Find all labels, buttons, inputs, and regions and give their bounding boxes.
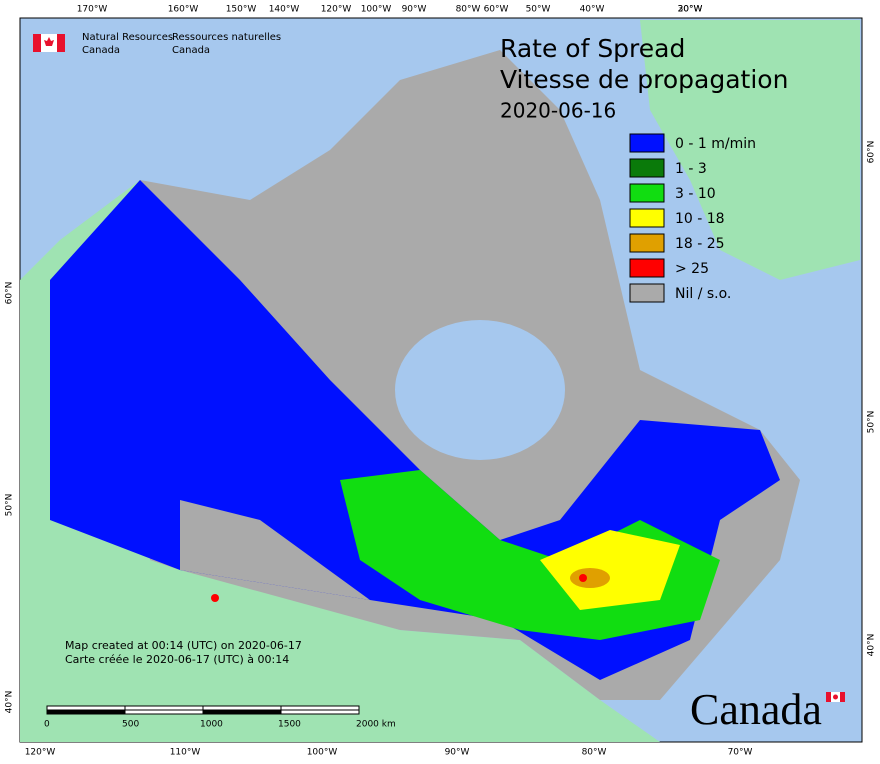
wordmark-flag [826,692,845,702]
legend-swatch [629,258,665,278]
graticule-top: 100°W [361,5,392,15]
scale-label: 1500 [278,720,301,730]
legend-swatch [629,208,665,228]
graticule-top: 150°W [226,5,257,15]
scale-segment [46,705,126,711]
graticule-bottom: 110°W [170,748,201,758]
graticule-top: 20°W [678,5,703,15]
scale-segment [280,709,360,715]
graticule-top: 60°W [484,5,509,15]
legend-swatch [629,133,665,153]
scale-segment [46,709,126,715]
graticule-bottom: 120°W [25,748,56,758]
scale-label: 500 [122,720,139,730]
graticule-top: 160°W [168,5,199,15]
legend-label: 0 - 1 m/min [675,136,756,152]
graticule-top: 80°W [456,5,481,15]
graticule-top: 30°W [678,5,703,15]
scale-label: 1000 [200,720,223,730]
graticule-top: 50°W [526,5,551,15]
fire-spread-very-high [570,568,610,588]
scale-segment [280,705,360,711]
department-fr: Ressources naturelles [172,32,281,43]
graticule-bottom: 90°W [445,748,470,758]
legend-swatch [629,233,665,253]
usa [20,560,660,742]
legend-swatch [629,158,665,178]
graticule-left: 40°N [5,691,15,714]
map-title: Rate of Spread [500,34,685,63]
legend-swatch [629,183,665,203]
legend-label: 10 - 18 [675,211,725,227]
scale-segment [202,709,282,715]
fire-spread-high [540,530,680,610]
legend-label: 18 - 25 [675,236,725,252]
graticule-right: 60°N [867,141,877,164]
canada-wordmark: Canada [690,685,822,734]
nrcan-logo [33,34,65,52]
map-date: 2020-06-16 [500,99,616,123]
creation-note: Carte créée le 2020-06-17 (UTC) à 00:14 [65,653,289,666]
hudson-bay [395,320,565,460]
map-area [19,17,863,743]
scale-segment [202,705,282,711]
department-fr: Canada [172,45,210,56]
scale-label: 2000 km [356,720,396,730]
graticule-top: 40°W [580,5,605,15]
graticule-top: 90°W [402,5,427,15]
graticule-right: 50°N [867,411,877,434]
labels: Natural Resources Canada Ressources nature… [5,5,877,758]
fire-spread-extreme [211,594,219,602]
scale-segment [124,709,204,715]
graticule-left: 60°N [5,282,15,305]
graticule-bottom: 70°W [728,748,753,758]
scale-label: 0 [44,720,50,730]
map-title: Vitesse de propagation [500,65,788,94]
graticule-left: 50°N [5,494,15,517]
graticule-top: 120°W [321,5,352,15]
legend-label: 3 - 10 [675,186,716,202]
creation-note: Map created at 00:14 (UTC) on 2020-06-17 [65,639,302,652]
fire-spread-extreme [579,574,587,582]
legend-label: Nil / s.o. [675,286,731,302]
legend-label: > 25 [675,261,709,277]
graticule-bottom: 100°W [307,748,338,758]
graticule-bottom: 80°W [582,748,607,758]
legend-label: 1 - 3 [675,161,707,177]
legend-swatch [629,283,665,303]
department-en: Natural Resources [82,32,173,43]
graticule-top: 170°W [77,5,108,15]
department-en: Canada [82,45,120,56]
graticule-right: 40°N [867,634,877,657]
greenland [640,20,860,280]
prairie-nil [180,500,370,600]
graticule-top: 140°W [269,5,300,15]
scale-segment [124,705,204,711]
